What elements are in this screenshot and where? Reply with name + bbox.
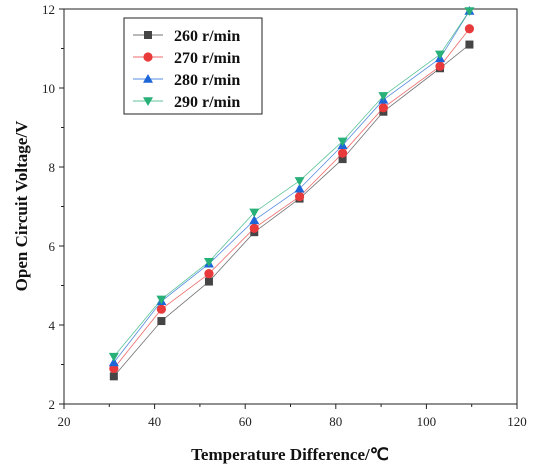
data-point xyxy=(109,372,118,381)
x-tick-label: 100 xyxy=(417,414,437,429)
y-tick-label: 6 xyxy=(49,239,56,254)
legend-entry: 290 r/min xyxy=(133,94,240,111)
data-point xyxy=(203,258,214,267)
x-tick-label: 120 xyxy=(507,414,527,429)
data-point xyxy=(249,208,260,218)
y-tick-label: 12 xyxy=(42,2,55,17)
x-axis-label: Temperature Difference/℃ xyxy=(191,445,389,464)
data-point xyxy=(338,155,347,164)
legend-entry: 280 r/min xyxy=(133,72,240,89)
x-tick-label: 80 xyxy=(329,414,342,429)
data-point xyxy=(108,357,119,367)
legend-marker xyxy=(143,74,153,83)
data-point xyxy=(337,137,348,147)
series-layer xyxy=(108,5,475,381)
x-tick-label: 40 xyxy=(148,414,161,429)
legend-entry: 260 r/min xyxy=(133,28,240,45)
data-point xyxy=(294,192,305,202)
data-point xyxy=(434,50,445,60)
legend: 260 r/min 270 r/min 280 r/min 290 r/min xyxy=(123,17,263,115)
data-point xyxy=(204,269,214,279)
data-point xyxy=(204,277,213,286)
legend-label: 260 r/min xyxy=(174,28,240,45)
series xyxy=(108,7,475,362)
x-tick-label: 60 xyxy=(239,414,252,429)
data-point xyxy=(108,352,119,362)
legend-label: 270 r/min xyxy=(174,50,240,67)
legend-marker xyxy=(143,97,153,106)
legend-entry: 270 r/min xyxy=(133,50,240,67)
y-tick-label: 4 xyxy=(49,318,56,333)
y-axis-label: Open Circuit Voltage/V xyxy=(12,120,31,291)
legend-marker xyxy=(144,31,152,39)
data-point xyxy=(157,317,166,326)
data-point xyxy=(249,215,260,225)
data-point xyxy=(378,103,388,113)
legend-label: 280 r/min xyxy=(174,72,240,89)
y-axis-ticks: 2 4 6 8 10 12 xyxy=(42,2,64,412)
legend-marker xyxy=(143,52,153,62)
data-point xyxy=(337,148,348,158)
data-point xyxy=(464,24,475,34)
data-point xyxy=(378,92,389,101)
x-tick-label: 20 xyxy=(58,414,71,429)
data-point xyxy=(294,183,305,193)
y-tick-label: 2 xyxy=(49,397,56,412)
data-point xyxy=(435,61,445,71)
data-point xyxy=(156,295,167,305)
legend-label: 290 r/min xyxy=(174,94,240,111)
data-point xyxy=(465,40,474,49)
data-point xyxy=(249,223,259,233)
data-point xyxy=(294,177,305,186)
y-tick-label: 8 xyxy=(49,160,56,175)
y-tick-label: 10 xyxy=(42,81,55,96)
data-point xyxy=(156,304,166,314)
data-point xyxy=(464,7,475,16)
x-axis-ticks: 20 40 60 80 100 120 xyxy=(58,404,527,429)
